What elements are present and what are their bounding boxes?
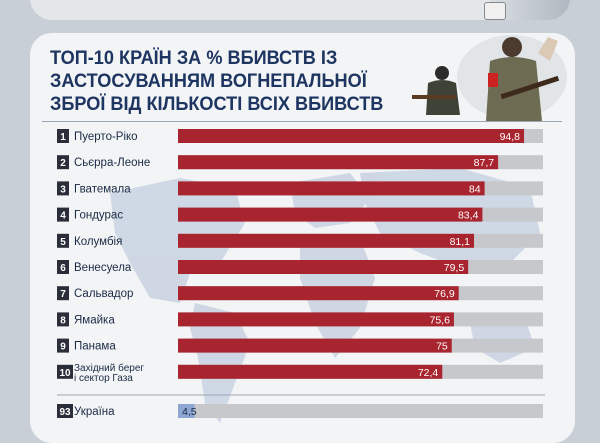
row-4-value-label: 83,4: [458, 210, 479, 222]
title-line-3: ЗБРОЇ ВІД КІЛЬКОСТІ ВСІХ ВБИВСТВ: [50, 93, 384, 115]
row-8-country: Ямайка: [74, 314, 115, 326]
highlight-row-rank-badge: [57, 404, 73, 418]
highlight-row-value-label: 4,5: [182, 406, 197, 418]
row-6-rank: 6: [60, 263, 66, 274]
row-8-rank-badge: [57, 312, 69, 327]
bar-chart: 1 Пуерто-Ріко 94,8 2 Сьєрра-Леоне 87,7 3 Гватем…: [57, 129, 545, 418]
row-1-country: Пуерто-Ріко: [74, 131, 138, 143]
chart-title: ТОП-10 КРАЇН ЗА % ВБИВСТВ ІЗ ЗАСТОСУВАНН…: [50, 47, 384, 116]
soldiers-photo: [412, 35, 567, 121]
row-9-value-label: 75: [436, 341, 448, 353]
row-2-country: Сьєрра-Леоне: [74, 157, 150, 169]
row-5-bar: [178, 233, 475, 248]
row-10-rank: 10: [59, 368, 71, 379]
row-10-rank-badge: [57, 364, 73, 379]
row-3-country: Гватемала: [74, 183, 131, 195]
row-2-value-label: 87,7: [474, 157, 495, 169]
row-9-rank: 9: [60, 342, 66, 353]
row-2-bar: [178, 155, 499, 170]
row-1-bar: [178, 129, 525, 143]
row-6-rank-badge: [57, 260, 69, 274]
row-5-country: Колумбія: [74, 236, 122, 248]
row-10-country-line-2: і сектор Газа: [74, 373, 133, 384]
row-1-rank: 1: [60, 132, 66, 143]
highlight-row-country: Україна: [74, 406, 115, 418]
row-7-country: Сальвадор: [74, 288, 133, 300]
row-3-value-label: 84: [469, 183, 481, 195]
row-6-value-label: 79,5: [444, 262, 465, 274]
row-3-bar: [178, 181, 485, 196]
row-10-country-line-1: Західний берег: [74, 362, 144, 374]
title-line-2: ЗАСТОСУВАННЯМ ВОГНЕПАЛЬНОЇ: [50, 70, 367, 92]
row-8-rank: 8: [60, 315, 66, 326]
row-6-country: Венесуела: [74, 262, 132, 274]
row-10-value-label: 72,4: [418, 367, 439, 379]
row-5-rank-badge: [57, 233, 69, 248]
row-8-value-label: 75,6: [430, 314, 451, 326]
row-4-bar: [178, 207, 483, 222]
row-6-bar: [178, 260, 469, 274]
highlight-row-rank: 93: [59, 407, 71, 418]
title-line-1: ТОП-10 КРАЇН ЗА % ВБИВСТВ ІЗ: [50, 47, 338, 69]
row-3-rank: 3: [60, 184, 66, 195]
row-3-rank-badge: [57, 181, 69, 196]
row-7-rank-badge: [57, 286, 69, 301]
row-7-rank: 7: [60, 289, 66, 300]
row-2-rank: 2: [60, 158, 66, 169]
row-4-rank: 4: [60, 211, 66, 222]
highlight-row-bar: [178, 404, 195, 418]
row-4-country: Гондурас: [74, 210, 123, 222]
row-9-country: Панама: [74, 341, 116, 353]
row-7-bar: [178, 286, 459, 301]
top-photo: [490, 0, 570, 20]
row-8-bar: [178, 312, 454, 327]
highlight-row-track: [178, 404, 543, 418]
row-9-bar: [178, 338, 452, 353]
row-5-value-label: 81,1: [450, 236, 471, 248]
row-2-rank-badge: [57, 155, 69, 170]
top-badge: [484, 2, 506, 20]
row-10-bar: [178, 364, 443, 379]
row-5-rank: 5: [60, 237, 66, 248]
top-card: [30, 0, 570, 20]
row-1-rank-badge: [57, 129, 69, 143]
row-4-rank-badge: [57, 207, 69, 222]
title-divider: [42, 121, 562, 122]
row-1-value-label: 94,8: [500, 131, 521, 143]
row-7-value-label: 76,9: [434, 288, 455, 300]
row-9-rank-badge: [57, 338, 69, 353]
